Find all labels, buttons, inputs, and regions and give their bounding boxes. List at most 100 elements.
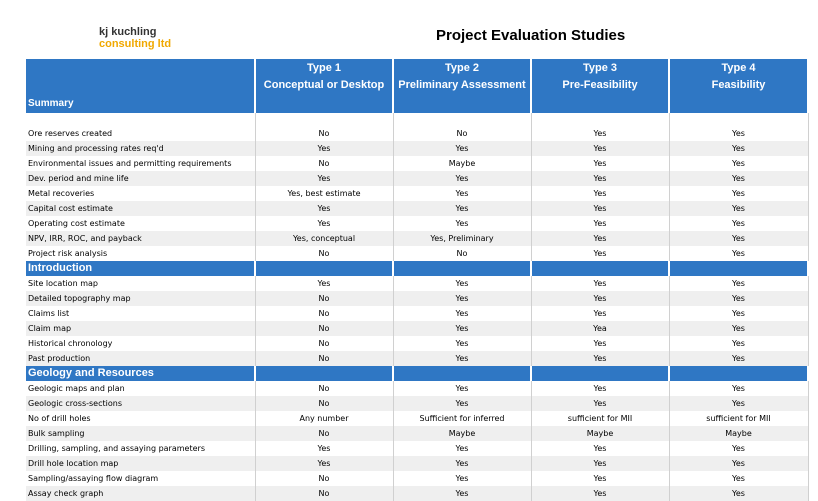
- cell-type-2: No: [393, 246, 532, 261]
- cell-type-4: Yes: [669, 231, 809, 246]
- table-row: Geologic maps and plan No Yes Yes Yes: [26, 381, 809, 396]
- row-label: Site location map: [26, 276, 256, 291]
- cell-type-2: Yes: [393, 381, 532, 396]
- column-name: Preliminary Assessment: [398, 79, 526, 91]
- table-row: Bulk sampling No Maybe Maybe Maybe: [26, 426, 809, 441]
- table-row: Claim map No Yes Yea Yes: [26, 321, 809, 336]
- row-label: Ore reserves created: [26, 126, 256, 141]
- cell-type-4: Yes: [669, 486, 809, 501]
- cell-type-2: Yes, Preliminary: [393, 231, 532, 246]
- section-fill: [255, 261, 394, 276]
- table-row: Drill hole location map Yes Yes Yes Yes: [26, 456, 809, 471]
- cell-type-1: Any number: [255, 411, 394, 426]
- cell-type-3: Yes: [531, 456, 670, 471]
- cell-type-4: Yes: [669, 246, 809, 261]
- cell-type-2: Yes: [393, 216, 532, 231]
- section-fill: [531, 366, 670, 381]
- cell-type-1: No: [255, 381, 394, 396]
- table-row: Geologic cross-sections No Yes Yes Yes: [26, 396, 809, 411]
- cell-type-4: Yes: [669, 276, 809, 291]
- evaluation-table: Summary Type 1 Conceptual or Desktop Type…: [26, 59, 809, 501]
- table-row: Past production No Yes Yes Yes: [26, 351, 809, 366]
- cell-type-2: Maybe: [393, 426, 532, 441]
- cell-type-3: Yes: [531, 141, 670, 156]
- cell-type-1: Yes: [255, 141, 394, 156]
- cell-type-2: No: [393, 126, 532, 141]
- row-label: Operating cost estimate: [26, 216, 256, 231]
- table-row: Project risk analysis No No Yes Yes: [26, 246, 809, 261]
- row-label: Drilling, sampling, and assaying paramet…: [26, 441, 256, 456]
- cell-type-3: Yes: [531, 276, 670, 291]
- table-row: Dev. period and mine life Yes Yes Yes Yes: [26, 171, 809, 186]
- summary-header-label: Summary: [26, 59, 256, 113]
- cell-type-4: Maybe: [669, 426, 809, 441]
- cell-type-3: Yes: [531, 441, 670, 456]
- row-label: Claims list: [26, 306, 256, 321]
- section-fill: [393, 366, 532, 381]
- cell-type-1: No: [255, 126, 394, 141]
- section-header-geology: Geology and Resources: [26, 366, 809, 381]
- logo-line-1: kj kuchling: [99, 26, 157, 38]
- cell-type-2: Yes: [393, 306, 532, 321]
- row-label: Historical chronology: [26, 336, 256, 351]
- cell-type-4: Yes: [669, 171, 809, 186]
- cell-type-4: Yes: [669, 441, 809, 456]
- column-header-type-2: Type 2 Preliminary Assessment: [393, 59, 532, 113]
- row-label: Sampling/assaying flow diagram: [26, 471, 256, 486]
- row-label: Metal recoveries: [26, 186, 256, 201]
- cell-type-3: Yes: [531, 396, 670, 411]
- cell-type-3: Yes: [531, 201, 670, 216]
- cell-type-2: Yes: [393, 486, 532, 501]
- column-header-type-3: Type 3 Pre-Feasibility: [531, 59, 670, 113]
- logo-line-2: consulting ltd: [99, 38, 172, 50]
- row-label: Project risk analysis: [26, 246, 256, 261]
- cell-type-1: No: [255, 291, 394, 306]
- cell-type-1: No: [255, 471, 394, 486]
- cell-type-1: No: [255, 321, 394, 336]
- cell-type-4: Yes: [669, 381, 809, 396]
- table-row: Site location map Yes Yes Yes Yes: [26, 276, 809, 291]
- cell-type-3: Yea: [531, 321, 670, 336]
- column-name: Pre-Feasibility: [562, 79, 638, 91]
- row-label: Geologic cross-sections: [26, 396, 256, 411]
- column-header-type-1: Type 1 Conceptual or Desktop: [255, 59, 394, 113]
- cell-type-2: Yes: [393, 171, 532, 186]
- table-row: Historical chronology No Yes Yes Yes: [26, 336, 809, 351]
- table-row: Sampling/assaying flow diagram No Yes Yes Ye…: [26, 471, 809, 486]
- row-label: Geologic maps and plan: [26, 381, 256, 396]
- cell-type-4: Yes: [669, 156, 809, 171]
- table-row: Detailed topography map No Yes Yes Yes: [26, 291, 809, 306]
- table-row: Ore reserves created No No Yes Yes: [26, 126, 809, 141]
- section-header-introduction: Introduction: [26, 261, 809, 276]
- cell-type-4: Yes: [669, 471, 809, 486]
- cell-type-3: Yes: [531, 336, 670, 351]
- table-row: No of drill holes Any number Sufficient fo…: [26, 411, 809, 426]
- evaluation-table-body: Summary Type 1 Conceptual or Desktop Type…: [26, 59, 809, 501]
- cell-type-3: Yes: [531, 291, 670, 306]
- cell-type-4: Yes: [669, 306, 809, 321]
- table-row: Mining and processing rates req'd Yes Yes Y…: [26, 141, 809, 156]
- cell-type-3: Yes: [531, 486, 670, 501]
- cell-type-3: Yes: [531, 351, 670, 366]
- cell-type-3: Yes: [531, 171, 670, 186]
- cell-type-1: Yes: [255, 456, 394, 471]
- cell-type-3: Yes: [531, 186, 670, 201]
- cell-type-1: Yes: [255, 276, 394, 291]
- cell-type-4: Yes: [669, 141, 809, 156]
- cell-type-3: Yes: [531, 246, 670, 261]
- section-fill: [531, 261, 670, 276]
- row-label: Drill hole location map: [26, 456, 256, 471]
- section-fill: [255, 366, 394, 381]
- cell-type-4: sufficient for MII: [669, 411, 809, 426]
- cell-type-2: Yes: [393, 441, 532, 456]
- cell-type-2: Maybe: [393, 156, 532, 171]
- cell-type-1: No: [255, 306, 394, 321]
- row-label: No of drill holes: [26, 411, 256, 426]
- table-row: Operating cost estimate Yes Yes Yes Yes: [26, 216, 809, 231]
- section-fill: [669, 261, 809, 276]
- cell-type-1: Yes: [255, 441, 394, 456]
- cell-type-2: Yes: [393, 456, 532, 471]
- column-type: Type 2: [444, 62, 480, 74]
- cell-type-2: Yes: [393, 321, 532, 336]
- cell-type-3: Yes: [531, 471, 670, 486]
